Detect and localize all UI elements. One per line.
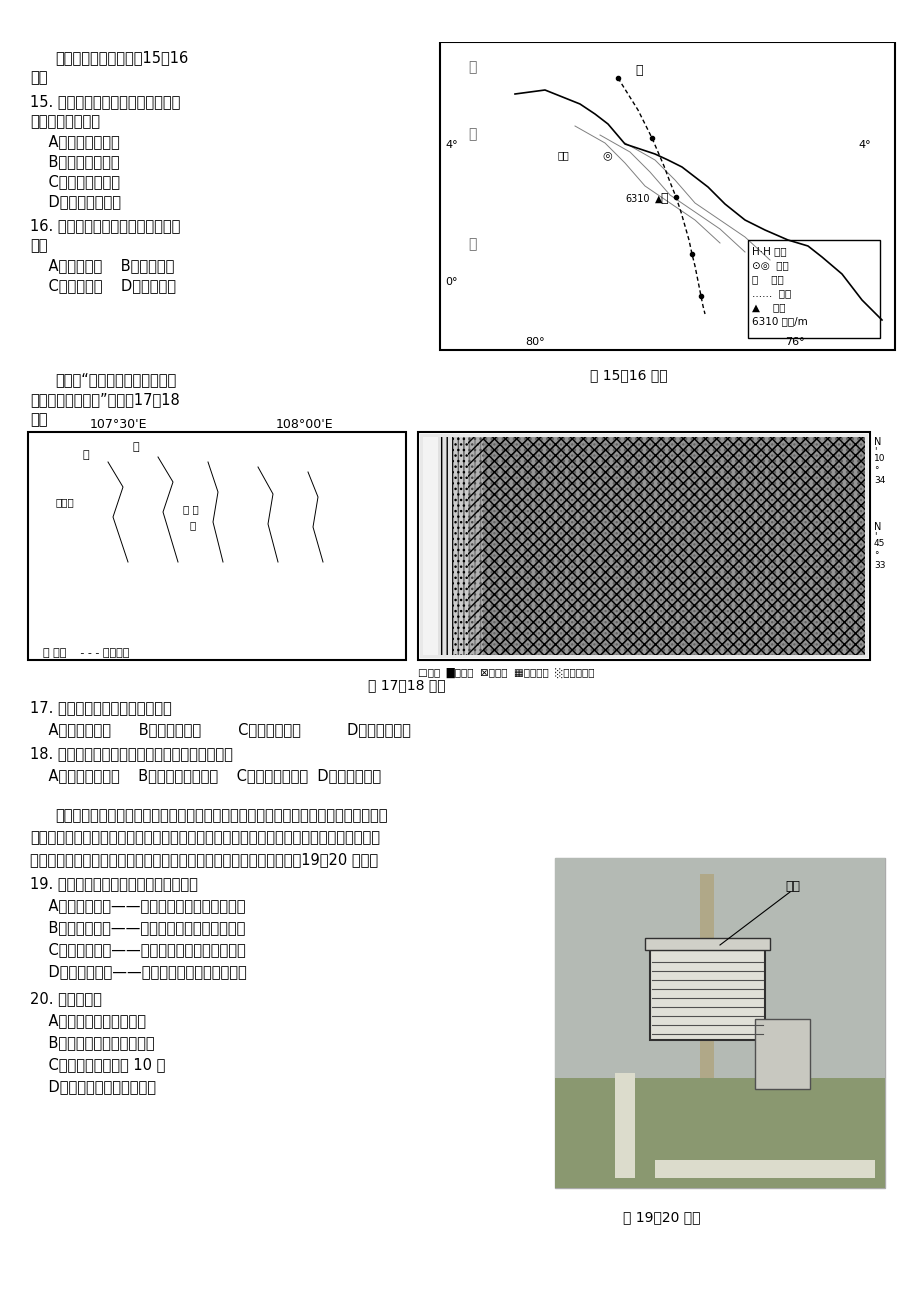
Text: 县: 县 — [133, 441, 140, 452]
Text: ......  铁路: ...... 铁路 — [751, 288, 790, 298]
Bar — [554, 858, 884, 1187]
Text: A．技术力量雄厚: A．技术力量雄厚 — [30, 134, 119, 148]
Text: N: N — [873, 522, 880, 533]
Text: 33: 33 — [873, 561, 885, 570]
Bar — [0, 0, 919, 42]
Text: ～ 河流    - - - 行政边界: ～ 河流 - - - 行政边界 — [43, 648, 130, 658]
Text: 15. 与甲地相比，乙地建设卫星发射: 15. 与甲地相比，乙地建设卫星发射 — [30, 94, 180, 109]
Bar — [420, 434, 867, 658]
Text: N: N — [873, 437, 880, 447]
Text: A．纬度地带分异    B．干湿度地带分异    C．垂直分异规律  D．地方性分异: A．纬度地带分异 B．干湿度地带分异 C．垂直分异规律 D．地方性分异 — [30, 768, 380, 783]
Bar — [452, 437, 864, 655]
Bar — [482, 437, 864, 655]
Bar — [417, 432, 869, 660]
Text: ⊙◎  城镇: ⊙◎ 城镇 — [751, 260, 788, 270]
Text: 下图为“我国某局部区域水系及: 下图为“我国某局部区域水系及 — [55, 372, 176, 387]
Bar — [699, 874, 713, 1078]
Text: D．距地面定高——减小地面对测温的直接影响: D．距地面定高——减小地面对测温的直接影响 — [30, 963, 246, 979]
Text: 18. 该区自然带的空间变化主要体现了地理环境的: 18. 该区自然带的空间变化主要体现了地理环境的 — [30, 746, 233, 760]
Text: 17. 与北部地区相比，该区域南部: 17. 与北部地区相比，该区域南部 — [30, 700, 172, 715]
Text: 留 坝: 留 坝 — [183, 504, 199, 514]
Text: A．热量条件差      B．地形坡度陥        C．河流水量小          D．年降水量大: A．热量条件差 B．地形坡度陥 C．河流水量小 D．年降水量大 — [30, 723, 411, 737]
Text: 平: 平 — [468, 128, 476, 141]
Text: 太白县: 太白县 — [56, 497, 74, 506]
Bar — [644, 937, 769, 950]
Text: 45: 45 — [873, 539, 884, 548]
Bar — [554, 1078, 884, 1187]
Text: 太: 太 — [468, 60, 476, 74]
Text: 4°: 4° — [857, 141, 869, 150]
Text: ▲: ▲ — [654, 194, 662, 204]
Bar — [468, 437, 864, 655]
Text: C．大气透明度高: C．大气透明度高 — [30, 174, 119, 189]
Text: C．地方时约为上午 10 点: C．地方时约为上午 10 点 — [30, 1057, 165, 1072]
Bar — [614, 1073, 634, 1178]
Text: 80°: 80° — [525, 337, 544, 348]
Text: A．降水偏少    B．气候炎热: A．降水偏少 B．气候炎热 — [30, 258, 175, 273]
Bar — [439, 42, 894, 350]
Text: 笱门: 笱门 — [784, 880, 800, 893]
Bar — [437, 437, 864, 655]
Text: B．太阳辐射为一天中最强: B．太阳辐射为一天中最强 — [30, 1035, 154, 1049]
Text: 时要特别防止光照、触碰等干扰。下图是我国北方某气象站局部。完成19、20 小题。: 时要特别防止光照、触碰等干扰。下图是我国北方某气象站局部。完成19、20 小题。 — [30, 852, 378, 867]
Text: ～    河流: ～ 河流 — [751, 273, 783, 284]
Bar — [423, 437, 864, 655]
Text: H·H 国界: H·H 国界 — [751, 246, 786, 256]
Bar — [747, 240, 879, 339]
Bar — [650, 950, 765, 1040]
Text: 县: 县 — [190, 519, 196, 530]
Text: 基地的显著优势是: 基地的显著优势是 — [30, 115, 100, 129]
Text: 20. 此时，该地: 20. 此时，该地 — [30, 991, 102, 1006]
Bar — [554, 858, 884, 1187]
Text: 6310 高度/m: 6310 高度/m — [751, 316, 807, 326]
Text: 眉: 眉 — [83, 450, 89, 460]
Text: 题。: 题。 — [30, 70, 48, 85]
Text: 自然带分布示意图”。完成17、18: 自然带分布示意图”。完成17、18 — [30, 392, 179, 408]
Bar — [754, 1019, 809, 1088]
Text: 乙: 乙 — [659, 191, 667, 204]
Text: 6310: 6310 — [624, 194, 649, 204]
Text: 108°00'E: 108°00'E — [276, 418, 334, 431]
Text: 10: 10 — [873, 454, 885, 464]
Text: 甲: 甲 — [634, 64, 641, 77]
Text: 第 17、18 题图: 第 17、18 题图 — [368, 678, 445, 691]
Text: D．太阳高度角将逐渐增大: D．太阳高度角将逐渐增大 — [30, 1079, 156, 1094]
Text: □草甯  █标林带  ⊠栖林带  ▦冷杉林带  ░灌丛草甯带: □草甯 █标林带 ⊠栖林带 ▦冷杉林带 ░灌丛草甯带 — [417, 668, 594, 678]
Text: 维多: 维多 — [558, 150, 569, 160]
Text: C．笱体为白色——吸收投射在百叶笱上的阳光: C．笱体为白色——吸收投射在百叶笱上的阳光 — [30, 943, 245, 957]
Text: 0°: 0° — [445, 277, 457, 286]
Text: B．笱门朝北开——为了获得更精确的测量数据: B．笱门朝北开——为了获得更精确的测量数据 — [30, 921, 245, 935]
Text: 4°: 4° — [445, 141, 457, 150]
Text: 第 15、16 题图: 第 15、16 题图 — [589, 368, 667, 381]
Text: 读世界某区域图，完成15、16: 读世界某区域图，完成15、16 — [55, 49, 188, 65]
Text: 16. 与图中东部地区相比，西部沿海: 16. 与图中东部地区相比，西部沿海 — [30, 217, 180, 233]
Text: A．百叶条倒斜——避免阳光直接照射笱内件器: A．百叶条倒斜——避免阳光直接照射笱内件器 — [30, 898, 245, 913]
Text: 任何直接暴露在空气中的测温元件，其测量值在白昼将偏高于气温，夜间则偏低。为避: 任何直接暴露在空气中的测温元件，其测量值在白昼将偏高于气温，夜间则偏低。为避 — [55, 809, 387, 823]
Text: D．地形平坦开阔: D．地形平坦开阔 — [30, 194, 121, 210]
Text: ': ' — [873, 531, 876, 542]
Text: 107°30'E: 107°30'E — [90, 418, 147, 431]
Text: C．植被茁密    D．水流平缓: C．植被茁密 D．水流平缓 — [30, 279, 176, 293]
Text: 76°: 76° — [784, 337, 804, 348]
Text: ': ' — [873, 447, 876, 456]
Text: °: ° — [873, 551, 878, 560]
Text: ◎: ◎ — [601, 150, 611, 160]
Bar — [654, 1160, 874, 1178]
Text: 题。: 题。 — [30, 411, 48, 427]
Text: B．区域人烟稀少: B．区域人烟稀少 — [30, 154, 119, 169]
Text: 19. 下列描述百叶笱的说法中，错误的是: 19. 下列描述百叶笱的说法中，错误的是 — [30, 876, 198, 891]
Text: A．物体影子朝东北方向: A．物体影子朝东北方向 — [30, 1013, 146, 1029]
Text: 第 19、20 题图: 第 19、20 题图 — [622, 1210, 699, 1224]
Text: ▲    山峰: ▲ 山峰 — [751, 302, 785, 312]
Text: 地区: 地区 — [30, 238, 48, 253]
Text: °: ° — [873, 466, 878, 475]
Text: 洋: 洋 — [468, 237, 476, 251]
Text: 免这种辐射误差，必须对测温元件采取有效的辐射屏蔽措施，百叶笱应运而生。百叶笱读数: 免这种辐射误差，必须对测温元件采取有效的辐射屏蔽措施，百叶笱应运而生。百叶笱读数 — [30, 829, 380, 845]
Text: 34: 34 — [873, 477, 884, 486]
Bar — [28, 432, 405, 660]
